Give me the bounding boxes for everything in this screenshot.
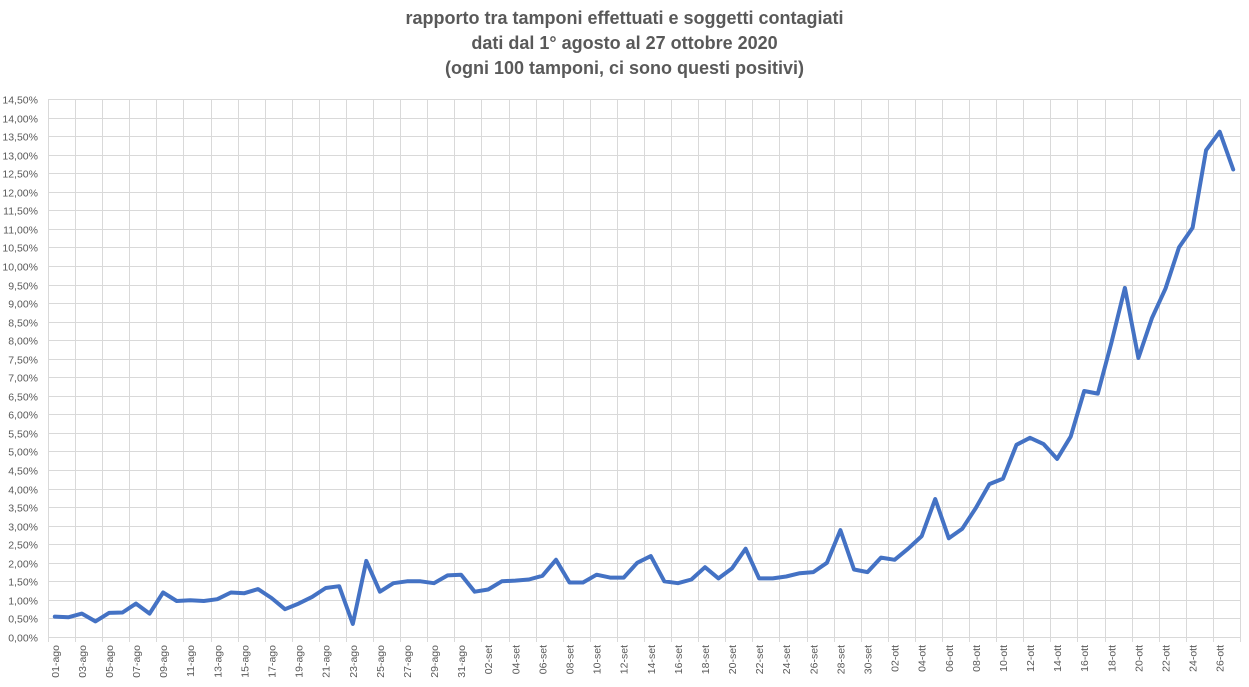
- y-tick-label: 11,50%: [3, 206, 38, 218]
- chart-title-line-2: dati dal 1° agosto al 27 ottobre 2020: [471, 33, 778, 53]
- x-tick-label: 24-ott: [1188, 645, 1200, 672]
- x-tick-label: 16-set: [673, 645, 685, 674]
- y-tick-label: 4,00%: [8, 485, 38, 497]
- x-tick-label: 28-set: [835, 645, 847, 674]
- chart-title-line-1: rapporto tra tamponi effettuati e sogget…: [405, 8, 844, 28]
- x-tick-label: 09-ago: [158, 645, 170, 678]
- x-tick-label: 18-set: [700, 645, 712, 674]
- x-tick-label: 23-ago: [348, 645, 360, 678]
- x-tick-label: 06-set: [537, 645, 549, 674]
- x-tick-label: 03-ago: [77, 645, 89, 678]
- y-tick-label: 10,50%: [2, 243, 38, 255]
- x-tick-label: 04-set: [510, 645, 522, 674]
- x-tick-label: 16-ott: [1079, 645, 1091, 672]
- x-tick-label: 13-ago: [212, 645, 224, 678]
- y-tick-label: 14,50%: [2, 95, 38, 107]
- x-tick-label: 05-ago: [104, 645, 116, 678]
- y-tick-label: 6,00%: [8, 410, 38, 422]
- y-tick-label: 7,00%: [8, 373, 38, 385]
- x-tick-label: 22-set: [754, 645, 766, 674]
- series-line: [52, 129, 1236, 626]
- x-tick-label: 26-ott: [1215, 645, 1227, 672]
- x-tick-label: 26-set: [808, 645, 820, 674]
- y-tick-label: 0,50%: [8, 614, 38, 626]
- y-tick-label: 12,50%: [2, 169, 38, 181]
- y-tick-label: 2,00%: [8, 559, 38, 571]
- x-tick-label: 20-ott: [1133, 645, 1145, 672]
- y-tick-label: 0,00%: [8, 633, 38, 645]
- y-tick-label: 8,00%: [8, 336, 38, 348]
- x-tick-label: 12-set: [619, 645, 631, 674]
- y-tick-label: 8,50%: [8, 318, 38, 330]
- y-tick-label: 9,50%: [8, 281, 38, 293]
- x-tick-label: 14-set: [646, 645, 658, 674]
- y-tick-label: 6,50%: [8, 392, 38, 404]
- y-tick-label: 13,00%: [2, 151, 38, 163]
- y-tick-label: 14,00%: [2, 114, 38, 126]
- y-tick-label: 1,50%: [8, 577, 38, 589]
- x-tick-label: 27-ago: [402, 645, 414, 678]
- y-tick-label: 11,00%: [3, 225, 38, 237]
- y-tick-label: 3,00%: [8, 522, 38, 534]
- y-tick-label: 9,00%: [8, 299, 38, 311]
- y-tick-label: 2,50%: [8, 540, 38, 552]
- x-tick-label: 11-ago: [185, 645, 197, 677]
- x-tick-label: 18-ott: [1106, 645, 1118, 672]
- x-tick-label: 17-ago: [267, 645, 279, 678]
- y-tick-label: 5,50%: [8, 429, 38, 441]
- x-tick-label: 31-ago: [456, 645, 468, 678]
- y-tick-label: 13,50%: [2, 132, 38, 144]
- x-tick-label: 01-ago: [50, 645, 62, 678]
- x-tick-label: 06-ott: [944, 645, 956, 672]
- x-tick-label: 04-ott: [917, 645, 929, 672]
- x-tick-label: 19-ago: [294, 645, 306, 678]
- x-tick-label: 15-ago: [239, 645, 251, 678]
- x-tick-label: 10-set: [592, 645, 604, 674]
- y-tick-label: 10,00%: [2, 262, 38, 274]
- x-tick-label: 10-ott: [998, 645, 1010, 672]
- x-tick-label: 25-ago: [375, 645, 387, 678]
- x-tick-label: 08-set: [565, 645, 577, 674]
- x-tick-label: 08-ott: [971, 645, 983, 672]
- x-tick-label: 29-ago: [429, 645, 441, 678]
- x-tick-label: 21-ago: [321, 645, 333, 678]
- y-tick-label: 4,50%: [8, 466, 38, 478]
- x-tick-label: 07-ago: [131, 645, 143, 678]
- y-tick-label: 12,00%: [2, 188, 38, 200]
- x-tick-label: 14-ott: [1052, 645, 1064, 672]
- x-tick-label: 02-ott: [890, 645, 902, 672]
- x-tick-label: 12-ott: [1025, 645, 1037, 672]
- x-tick-label: 22-ott: [1161, 645, 1173, 672]
- y-tick-label: 3,50%: [8, 503, 38, 515]
- y-tick-label: 7,50%: [8, 355, 38, 367]
- x-tick-label: 24-set: [781, 645, 793, 674]
- x-tick-label: 20-set: [727, 645, 739, 674]
- chart-title-line-3: (ogni 100 tamponi, ci sono questi positi…: [444, 58, 805, 78]
- x-tick-label: 02-set: [483, 645, 495, 674]
- x-tick-label: 30-set: [863, 645, 875, 674]
- y-tick-label: 5,00%: [8, 447, 38, 459]
- y-tick-label: 1,00%: [8, 596, 38, 608]
- chart-title: rapporto tra tamponi effettuati e sogget…: [0, 6, 1249, 81]
